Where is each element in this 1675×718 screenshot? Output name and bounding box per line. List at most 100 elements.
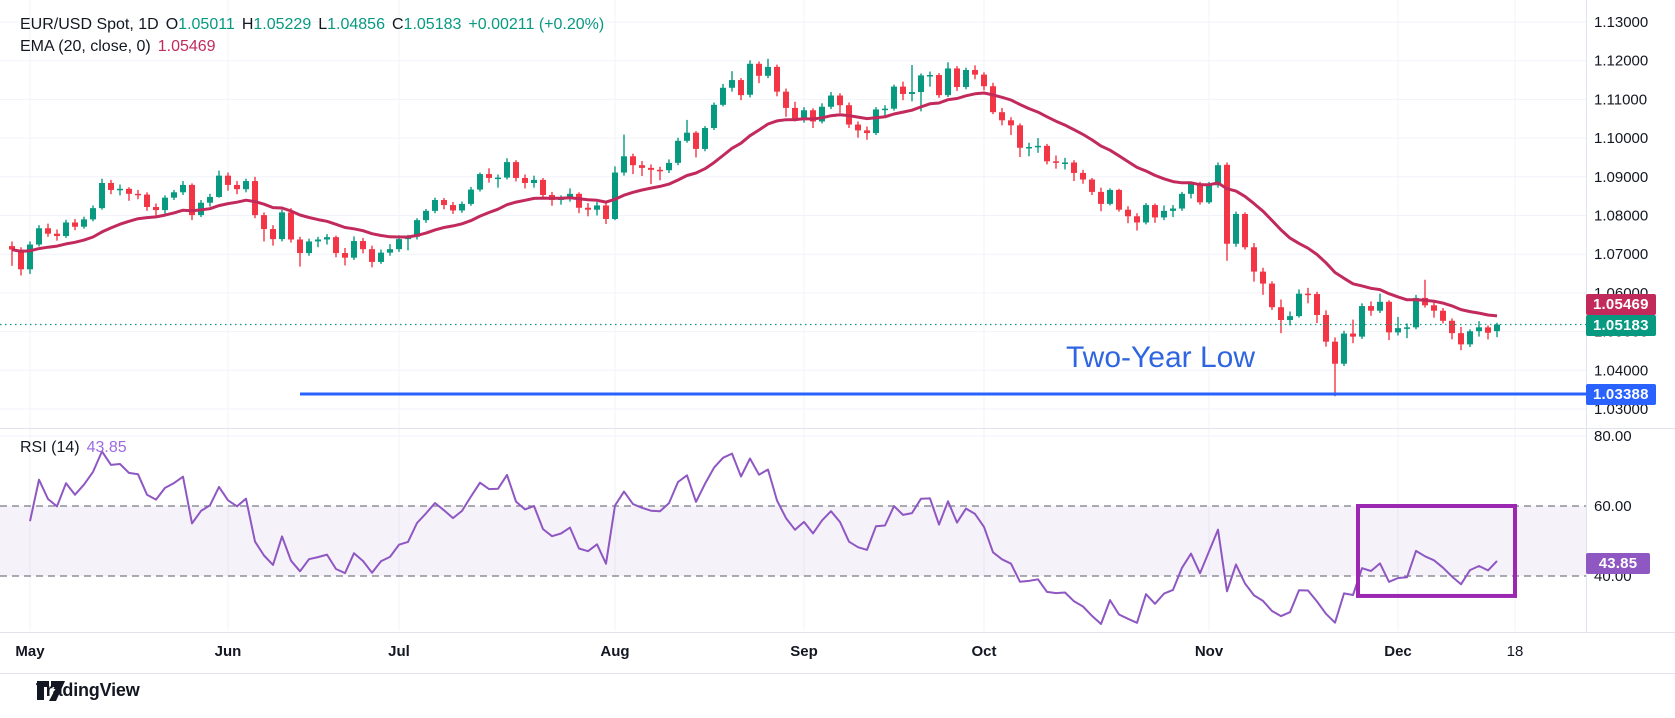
candle-body: [1395, 328, 1401, 333]
candle-body: [180, 184, 186, 193]
time-axis[interactable]: May Jun Jul Aug Sep Oct Nov Dec 18: [0, 632, 1675, 674]
candle-body: [1242, 213, 1248, 248]
candle-body: [603, 205, 609, 219]
candle-body: [720, 87, 726, 105]
candle-body: [882, 108, 888, 111]
candle-body: [864, 130, 870, 134]
footer-brand[interactable]: TradingView: [36, 680, 140, 701]
pane-separator[interactable]: [0, 428, 1675, 429]
candle-body: [1008, 120, 1014, 126]
candle-body: [1035, 145, 1041, 148]
candle-body: [1476, 327, 1482, 332]
symbol-title[interactable]: EUR/USD Spot, 1D: [20, 16, 159, 33]
ema-price-badge: 1.05469: [1586, 294, 1656, 315]
price-axis-label: 1.10000: [1594, 130, 1648, 147]
candle-body: [783, 91, 789, 108]
candle-body: [1485, 327, 1491, 333]
candle-body: [1125, 209, 1131, 217]
candle-body: [171, 192, 177, 198]
candle-body: [1413, 297, 1419, 328]
rsi-highlight-box[interactable]: [1356, 504, 1517, 598]
candle-body: [909, 92, 915, 94]
candle-body: [1359, 306, 1365, 337]
candle-body: [1134, 216, 1140, 223]
candle-body: [234, 184, 240, 190]
candle-body: [999, 112, 1005, 121]
candle-body: [1440, 310, 1446, 321]
candle-body: [63, 222, 69, 237]
candle-body: [1053, 161, 1059, 163]
candle-body: [585, 207, 591, 210]
rsi-axis-label: 60.00: [1594, 498, 1632, 515]
candle-body: [423, 210, 429, 221]
rsi-legend: RSI (14) 43.85: [20, 437, 127, 459]
candle-body: [1233, 213, 1239, 244]
candle-body: [414, 220, 420, 237]
time-axis-label: Sep: [790, 643, 818, 660]
price-pane[interactable]: 1.13000 1.12000 1.11000 1.10000 1.09000 1.080…: [0, 0, 1675, 428]
candle-body: [1341, 333, 1347, 364]
candle-body: [639, 165, 645, 168]
candle-body: [252, 181, 258, 216]
candle-body: [612, 172, 618, 219]
candle-body: [1143, 205, 1149, 223]
candle-body: [1467, 331, 1473, 345]
candle-body: [297, 239, 303, 254]
candle-body: [18, 249, 24, 270]
candle-body: [1197, 183, 1203, 203]
change-value: +0.00211 (+0.20%): [468, 16, 605, 33]
candle-body: [837, 95, 843, 106]
candle-body: [1179, 193, 1185, 209]
candle-body: [963, 69, 969, 88]
price-axis-label: 1.09000: [1594, 169, 1648, 186]
rsi-value-badge: 43.85: [1586, 553, 1650, 574]
candle-body: [540, 179, 546, 195]
price-axis-label: 1.13000: [1594, 14, 1648, 31]
candle-body: [711, 104, 717, 129]
rsi-axis-label: 80.00: [1594, 429, 1632, 445]
symbol-row: EUR/USD Spot, 1D O1.05011 H1.05229 L1.04…: [20, 14, 604, 36]
candle-body: [351, 241, 357, 258]
candle-body: [1494, 324, 1500, 332]
candle-body: [936, 75, 942, 96]
candle-body: [1026, 147, 1032, 149]
candle-body: [306, 241, 312, 254]
price-axis-label: 1.07000: [1594, 246, 1648, 263]
candle-body: [918, 75, 924, 93]
candle-body: [1080, 172, 1086, 180]
candle-body: [1287, 316, 1293, 320]
candle-body: [1098, 191, 1104, 204]
candle-body: [1386, 301, 1392, 333]
candle-body: [774, 66, 780, 92]
candle-body: [576, 193, 582, 208]
ema-label[interactable]: EMA (20, close, 0): [20, 38, 151, 55]
candle-body: [891, 86, 897, 109]
candle-body: [684, 132, 690, 141]
candle-body: [513, 162, 519, 178]
candle-body: [702, 128, 708, 149]
candle-body: [1062, 162, 1068, 164]
candle-body: [1206, 185, 1212, 203]
candle-body: [1224, 164, 1230, 244]
candle-body: [1449, 320, 1455, 334]
candle-body: [288, 212, 294, 240]
ohlc-low: L1.04856: [318, 16, 385, 33]
candle-body: [1269, 283, 1275, 308]
rsi-label[interactable]: RSI (14): [20, 439, 80, 456]
candle-body: [1161, 210, 1167, 218]
candle-body: [1188, 183, 1194, 194]
candle-body: [36, 228, 42, 245]
symbol-legend: EUR/USD Spot, 1D O1.05011 H1.05229 L1.04…: [20, 14, 604, 58]
candle-body: [747, 63, 753, 95]
time-axis-label: Aug: [600, 643, 630, 660]
candle-body: [810, 110, 816, 122]
candle-body: [1044, 145, 1050, 162]
candle-body: [792, 107, 798, 120]
candle-body: [1404, 327, 1410, 329]
candle-body: [315, 239, 321, 242]
two-year-low-annotation[interactable]: Two-Year Low: [1066, 341, 1255, 374]
candle-body: [855, 124, 861, 131]
time-axis-label: Dec: [1384, 643, 1412, 660]
